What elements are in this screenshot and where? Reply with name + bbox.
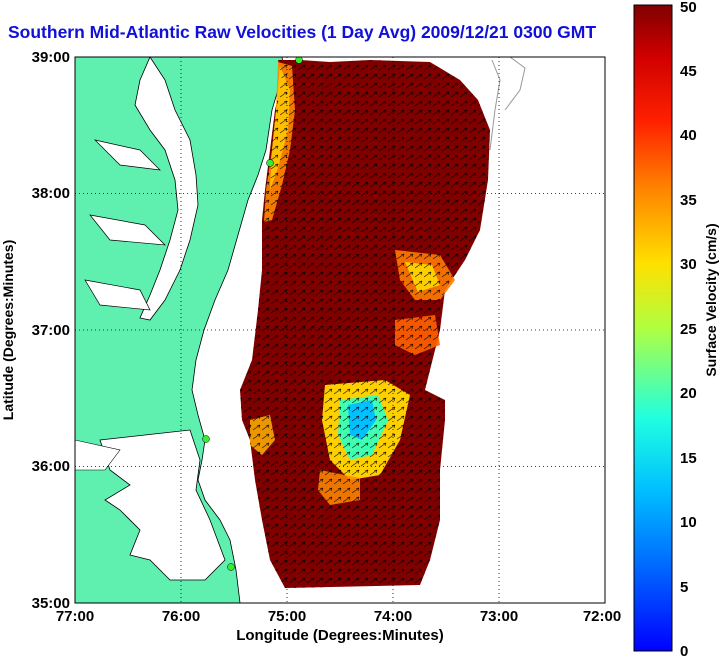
y-tick-label: 37:00	[32, 322, 70, 339]
x-tick-label: 76:00	[162, 608, 200, 625]
colorbar-tick: 35	[680, 192, 697, 209]
colorbar-tick: 45	[680, 63, 697, 80]
map-title: Southern Mid-Atlantic Raw Velocities (1 …	[8, 22, 597, 42]
colorbar-tick: 5	[680, 579, 688, 596]
colorbar-tick: 0	[680, 643, 688, 659]
colorbar-tick: 20	[680, 385, 697, 402]
station-marker	[202, 435, 210, 443]
station-marker	[295, 57, 303, 64]
y-tick-label: 36:00	[32, 458, 70, 475]
station-marker	[227, 563, 235, 571]
y-tick-label: 39:00	[32, 49, 70, 66]
colorbar-tick: 30	[680, 256, 697, 273]
map-grid	[75, 57, 605, 603]
chesapeake-bay	[134, 57, 199, 321]
colorbar	[633, 4, 673, 652]
colorbar-tick: 50	[680, 0, 697, 16]
x-tick-label: 73:00	[480, 608, 518, 625]
station-marker	[266, 159, 274, 167]
colorbar-tick: 25	[680, 321, 697, 338]
x-tick-label: 77:00	[56, 608, 94, 625]
y-tick-label: 38:00	[32, 185, 70, 202]
colorbar-tick: 40	[680, 127, 697, 144]
y-axis-label: Latitude (Degrees:Minutes)	[0, 240, 16, 420]
y-tick-label: 35:00	[32, 595, 70, 612]
x-tick-label: 72:00	[583, 608, 621, 625]
x-tick-label: 74:00	[374, 608, 412, 625]
pamlico-sound	[99, 429, 226, 581]
colorbar-tick: 10	[680, 514, 697, 531]
plot-frame	[74, 56, 606, 604]
colorbar-label: Surface Velocity (cm/s)	[703, 223, 719, 376]
x-tick-label: 75:00	[268, 608, 306, 625]
x-axis-label: Longitude (Degrees:Minutes)	[236, 627, 444, 644]
colorbar-tick: 15	[680, 450, 697, 467]
